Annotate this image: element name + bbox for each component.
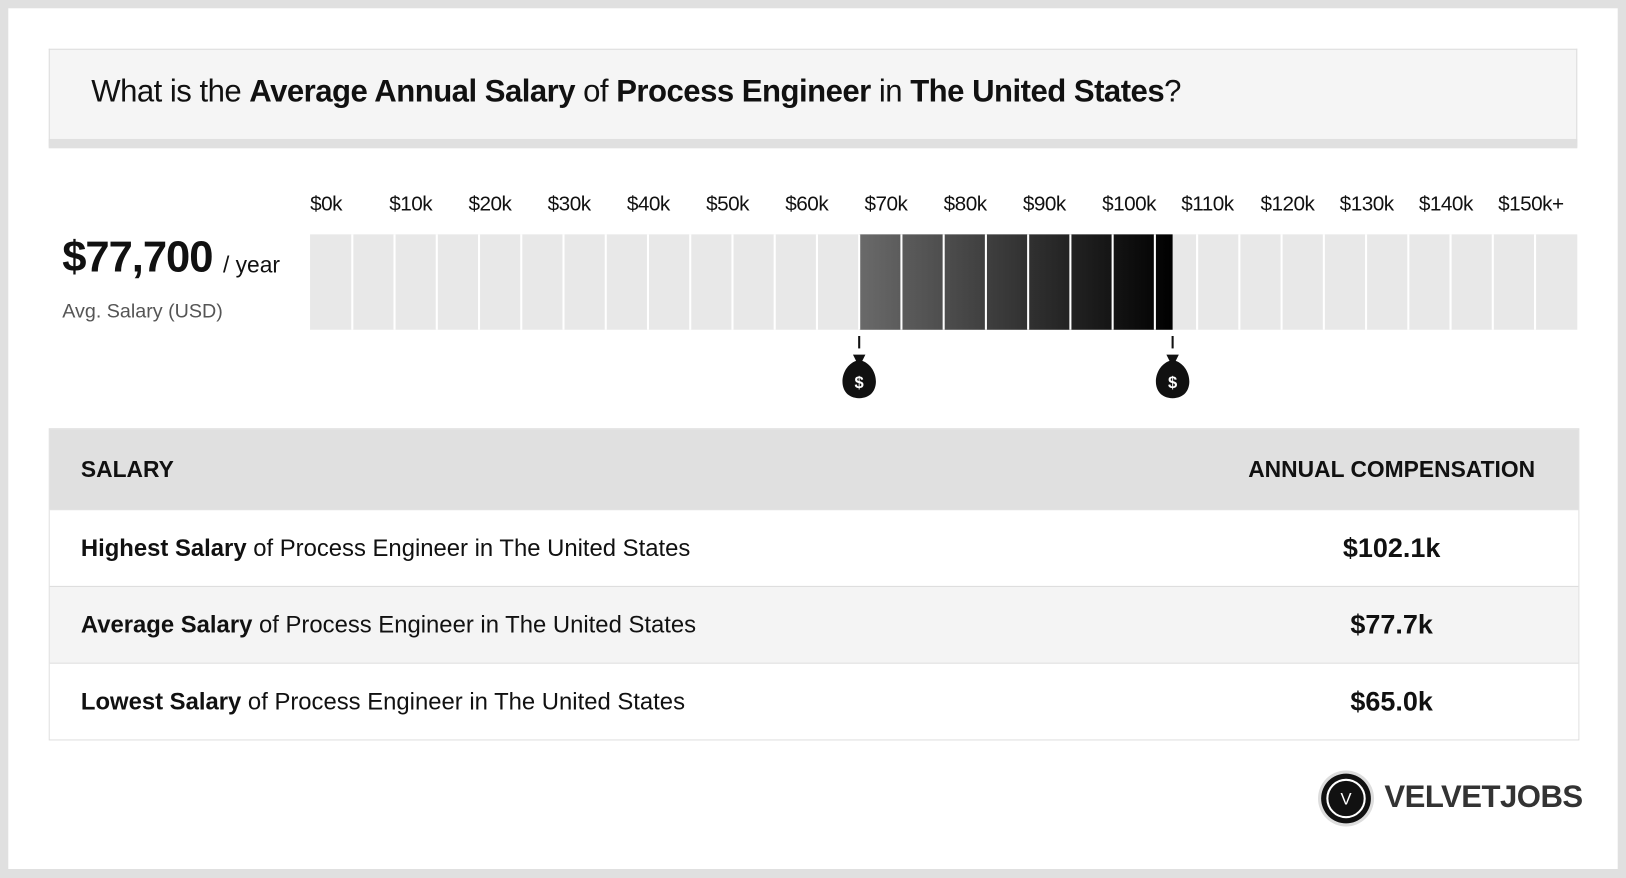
scale-label: $70k [864,192,908,216]
logo-letter: V [1340,790,1351,809]
scale-label: $0k [310,192,342,216]
title-part: The United States [910,74,1165,109]
table-header: SALARY ANNUAL COMPENSATION [49,429,1579,510]
scale-label: $90k [1022,192,1066,216]
salary-unit: / year [222,251,281,278]
row-value: $102.1k [1342,531,1441,564]
scale-label: $20k [468,192,512,216]
title-part: ? [1164,74,1181,109]
row-value: $65.0k [1350,685,1433,717]
row-label-bold: Average Salary [80,610,253,638]
row-label: of Process Engineer in The United States [259,610,697,638]
scale-label: $50k [706,192,749,216]
logo-name: VELVETJOBS [1384,779,1583,815]
title-part: in [878,74,903,109]
column-header: SALARY [80,456,174,483]
money-sign: $ [855,373,864,392]
table-row: Lowest Salary of Process Engineer in The… [49,662,1579,740]
row-label-bold: Lowest Salary [80,687,242,715]
scale-label: $80k [943,192,987,216]
money-bag [842,354,876,399]
scale-label: $10k [389,192,433,216]
row-label: of Process Engineer in The United States [253,534,691,562]
money-bag [1155,354,1190,399]
scale-label: $130k [1339,192,1394,216]
salary-caption: Avg. Salary (USD) [62,300,223,323]
salary-table: SALARY ANNUAL COMPENSATION Highest Salar… [48,428,1580,741]
range-chart: $ $ [310,234,1578,399]
money-bag-marker: $ [1155,335,1190,399]
title: What is the Average Annual Salary of Pro… [91,75,1181,110]
title-part: of [583,74,609,109]
title-part: What is the [91,74,242,109]
column-header: ANNUAL COMPENSATION [1248,456,1536,483]
scale-label: $140k [1418,192,1473,216]
salary-amount: $77,700 [62,232,213,282]
scale-label: $40k [626,192,670,216]
table-row: Average Salary of Process Engineer in Th… [49,585,1579,663]
money-sign: $ [1168,373,1177,392]
card: What is the Average Annual Salary of Pro… [8,8,1618,870]
table-row: Highest Salary of Process Engineer in Th… [49,509,1579,586]
scale-label: $120k [1260,192,1315,216]
logo-icon: V [1318,770,1375,827]
title-part: Average Annual Salary [249,74,576,109]
row-value: $77.7k [1350,608,1433,640]
scale-label: $30k [547,192,591,216]
row-label: of Process Engineer in The United States [247,687,686,715]
row-label-bold: Highest Salary [80,534,247,562]
header: What is the Average Annual Salary of Pro… [48,48,1578,149]
scale-label: $60k [785,192,829,216]
money-bag-marker: $ [842,335,876,399]
title-part: Process Engineer [616,74,871,109]
scale-label: $150k+ [1498,192,1564,216]
scale-label: $110k [1181,192,1234,216]
scale-label: $100k [1102,192,1156,216]
salary-range [859,234,1173,330]
